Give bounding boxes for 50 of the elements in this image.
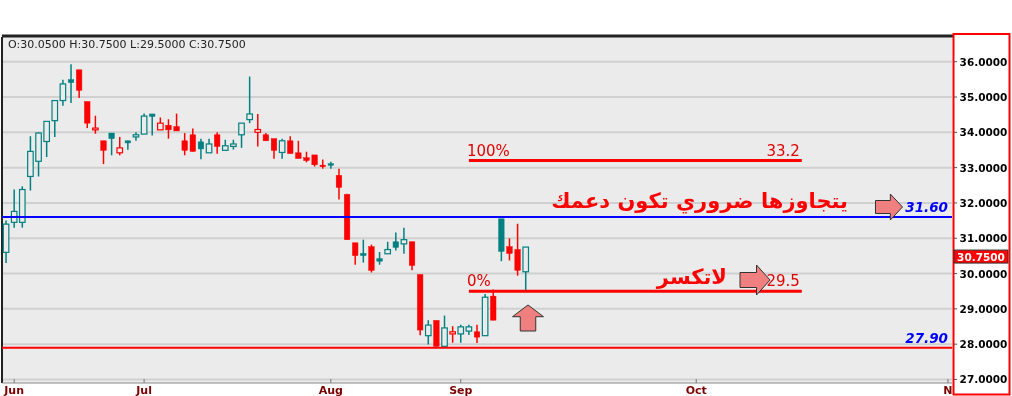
y-tick-label: 32.0000	[959, 196, 1008, 209]
candlestick	[400, 226, 408, 255]
y-tick-label: 29.0000	[959, 302, 1008, 315]
y-tick-label: 27.0000	[959, 373, 1008, 386]
annotation: 33.2	[766, 141, 800, 160]
candlestick	[409, 241, 416, 272]
x-tick-label: Jul	[135, 384, 152, 396]
annotation: يتجاوزها ضروري تكون دعمك	[551, 189, 848, 215]
x-tick-label: Sep	[449, 384, 473, 396]
candlestick	[92, 114, 99, 135]
candlestick	[424, 319, 432, 346]
candlestick	[100, 140, 107, 165]
candlestick	[392, 231, 399, 252]
annotation: 100%	[466, 141, 510, 160]
annotation: O:30.0500 H:30.7500 L:29.5000 C:30.7500	[8, 38, 246, 51]
candlestick	[368, 243, 375, 274]
candlestick	[124, 140, 131, 151]
candlestick	[352, 242, 359, 266]
candlestick	[246, 75, 254, 124]
annotation: لاتكسر	[655, 265, 727, 290]
candlestick	[76, 69, 83, 99]
candlestick	[271, 137, 278, 160]
x-tick-label: N	[943, 384, 953, 396]
ref-line-label: 31.60	[905, 199, 948, 216]
candlestick	[360, 238, 367, 264]
candlestick	[214, 131, 221, 155]
y-tick-label: 30.0000	[959, 267, 1008, 280]
candlestick	[473, 323, 481, 344]
x-tick-label: Oct	[685, 384, 707, 396]
ref-line-label: 27.90	[905, 329, 948, 346]
annotation: 29.5	[766, 272, 800, 291]
text: 30.7500	[957, 250, 1005, 263]
candlestick	[197, 137, 204, 160]
candlestick	[108, 132, 115, 157]
candlestick	[238, 122, 245, 149]
y-tick-label: 34.0000	[959, 126, 1008, 139]
candlestick	[335, 167, 342, 201]
candlestick	[116, 136, 124, 157]
x-tick-label: Aug	[318, 384, 343, 396]
y-tick-label: 36.0000	[959, 55, 1008, 68]
y-tick-label: 33.0000	[959, 161, 1008, 174]
candlestick	[254, 113, 262, 148]
x-tick-label: Jun	[3, 384, 25, 396]
candlestick	[278, 137, 286, 160]
y-tick-label: 35.0000	[959, 91, 1008, 104]
y-tick-label: 31.0000	[959, 232, 1008, 245]
candlestick	[68, 63, 75, 104]
annotation: 0%	[466, 272, 491, 291]
y-tick-label: 28.0000	[959, 338, 1008, 351]
candlestick	[84, 100, 91, 129]
